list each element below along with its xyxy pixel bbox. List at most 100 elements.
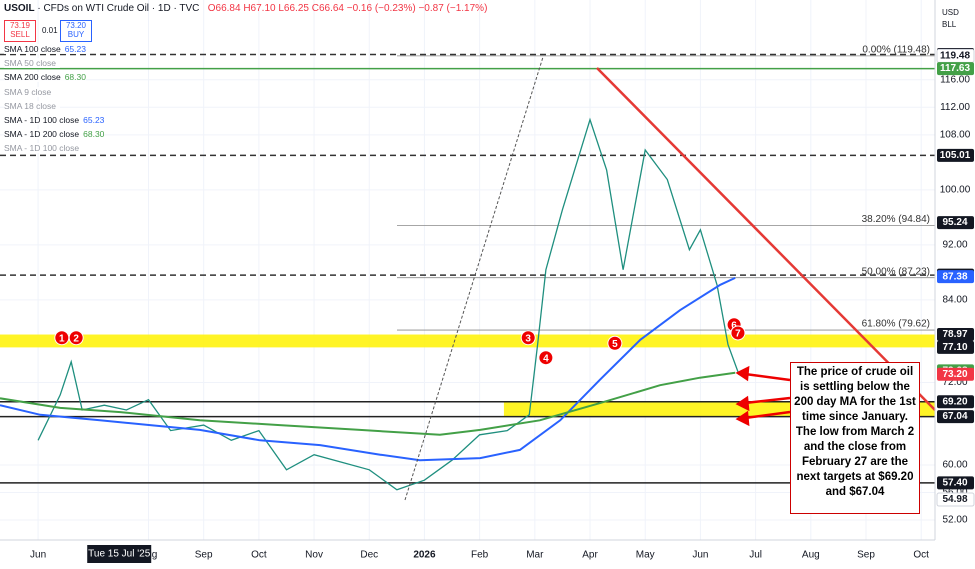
price-label-box xyxy=(937,270,974,284)
legend-value: 68.30 xyxy=(64,72,86,83)
marker xyxy=(68,330,84,346)
y-tick-label: 108.00 xyxy=(940,129,971,140)
price-line xyxy=(0,371,736,436)
fib-label: 38.20% (94.84) xyxy=(862,214,930,225)
crosshair-label: Tue 15 Jul '25 xyxy=(88,549,151,560)
price-label: 119.48 xyxy=(940,50,970,61)
price-line xyxy=(0,276,736,462)
marker-label: 1 xyxy=(59,333,65,344)
legend-item[interactable]: SMA - 1D 100 close xyxy=(4,143,84,154)
marker-label: 3 xyxy=(525,333,531,344)
x-tick-label: Oct xyxy=(913,550,929,561)
price-label: 95.24 xyxy=(942,217,967,228)
legend-item[interactable]: SMA 200 close 68.30 xyxy=(4,72,86,83)
x-tick-label: Dec xyxy=(360,550,378,561)
legend-value: 65.23 xyxy=(83,115,105,125)
legend-item[interactable]: SMA 18 close xyxy=(4,100,60,111)
price-label: 105.01 xyxy=(940,150,971,161)
x-tick-label: Jun xyxy=(692,550,708,561)
legend-value: 68.30 xyxy=(83,129,105,140)
marker-label: 7 xyxy=(735,329,741,340)
legend-name: SMA - 1D 100 close xyxy=(4,115,80,125)
sell-price: 73.19 xyxy=(9,21,31,30)
fib-label: 0.00% (119.48) xyxy=(862,44,930,55)
price-label-box xyxy=(937,328,974,342)
legend-name: SMA 50 close xyxy=(4,58,56,69)
sell-label: SELL xyxy=(10,30,30,39)
header-line: USOIL · CFDs on WTI Crude Oil · 1D · TVC… xyxy=(4,3,488,14)
marker-label: 6 xyxy=(731,320,737,331)
ohlc: O66.84 H67.10 L66.25 C66.64 −0.16 (−0.23… xyxy=(207,3,488,14)
price-label: 87.38 xyxy=(942,271,967,282)
price-label: 57.40 xyxy=(942,478,967,489)
legend-item[interactable]: SMA 100 close 65.23 xyxy=(4,44,86,54)
x-tick-label: Aug xyxy=(802,550,820,561)
price-label: 77.10 xyxy=(942,342,967,353)
x-tick-label: Feb xyxy=(471,550,489,561)
y-tick-label: 72.00 xyxy=(942,377,967,388)
marker-label: 4 xyxy=(543,353,549,364)
legend-item[interactable]: SMA 9 close xyxy=(4,86,56,97)
price-label: 73.20 xyxy=(942,369,967,380)
legend-name: SMA 18 close xyxy=(4,100,56,111)
annotation-text: The price of crude oil is settling below… xyxy=(794,366,916,498)
marker xyxy=(538,350,554,366)
drawn-trendline xyxy=(596,67,936,411)
x-tick-label: May xyxy=(636,550,655,561)
x-tick-label: Jun xyxy=(30,550,46,561)
fib-label: 61.80% (79.62) xyxy=(862,319,930,330)
price-label: 67.04 xyxy=(942,411,967,422)
y-tick-label: 52.00 xyxy=(942,515,967,526)
price-label-box xyxy=(937,410,974,424)
x-tick-label: Mar xyxy=(526,550,544,561)
price-label: 69.20 xyxy=(942,396,967,407)
sell-button[interactable]: 73.19 SELL xyxy=(4,20,36,42)
price-label-box xyxy=(937,216,974,230)
fib-label: 50.00% (87.23) xyxy=(862,266,930,277)
marker xyxy=(607,335,623,351)
legend-name: SMA 100 close xyxy=(4,44,61,54)
legend-item[interactable]: SMA - 1D 200 close 68.30 xyxy=(4,129,105,140)
x-tick-label: Oct xyxy=(251,550,267,561)
unit: BLL xyxy=(942,20,957,29)
price-label-box xyxy=(937,395,974,409)
price-label-box xyxy=(937,62,974,76)
price-line xyxy=(37,117,740,491)
y-tick-label: 92.00 xyxy=(942,240,967,251)
spread: 0.01 xyxy=(42,26,58,35)
x-tick-label: Apr xyxy=(582,550,598,561)
price-label-box xyxy=(937,476,974,490)
marker xyxy=(520,330,536,346)
price-label-box xyxy=(937,340,974,354)
x-tick-label: Jul xyxy=(749,550,762,561)
price-label: 54.98 xyxy=(942,494,967,505)
arrows xyxy=(735,365,791,427)
price-label-box xyxy=(937,148,974,162)
currency: USD xyxy=(942,8,959,17)
drawn-trend xyxy=(404,56,544,501)
price-label-box xyxy=(937,367,974,381)
legend-value: 65.23 xyxy=(64,44,86,54)
symbol: USOIL xyxy=(4,3,35,14)
marker-label: 2 xyxy=(73,333,79,344)
x-tick-label: Sep xyxy=(195,550,213,561)
y-tick-label: 116.00 xyxy=(940,74,970,85)
price-label-box xyxy=(936,492,975,507)
x-tick-label: Nov xyxy=(305,550,323,561)
legend-item[interactable]: SMA 50 close xyxy=(4,58,60,69)
legend-item[interactable]: SMA - 1D 100 close 65.23 xyxy=(4,115,105,125)
crosshair-box xyxy=(87,545,152,563)
y-tick-label: 60.00 xyxy=(942,460,967,471)
legend-name: SMA 200 close xyxy=(4,72,61,83)
legend-name: SMA - 1D 100 close xyxy=(4,143,80,154)
y-tick-label: 100.00 xyxy=(940,185,971,196)
buy-button[interactable]: 73.20 BUY xyxy=(60,20,92,42)
price-label: 117.63 xyxy=(940,63,970,74)
x-tick-label: Sep xyxy=(857,550,875,561)
support-zone xyxy=(0,334,935,348)
y-tick-label: 84.00 xyxy=(942,295,967,306)
annotation-box: The price of crude oil is settling below… xyxy=(790,362,920,514)
buy-label: BUY xyxy=(67,30,85,39)
